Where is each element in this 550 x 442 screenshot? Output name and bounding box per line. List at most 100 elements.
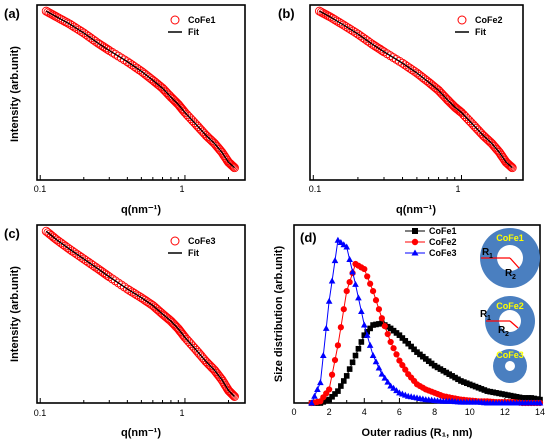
data-point <box>331 356 339 364</box>
data-point <box>127 287 137 297</box>
panel-c-marks <box>39 226 239 403</box>
data-point <box>522 395 529 401</box>
x-tick-label: 0 <box>291 407 296 417</box>
data-point <box>377 46 387 55</box>
data-point <box>398 58 407 68</box>
data-point <box>314 385 321 392</box>
data-point <box>360 321 368 328</box>
panel-d-legend: CoFe1 CoFe2 CoFe3 <box>405 226 457 258</box>
data-point <box>516 394 523 401</box>
data-point <box>355 345 362 352</box>
data-point <box>127 60 137 70</box>
data-point <box>502 391 508 398</box>
data-point <box>67 246 77 256</box>
data-point <box>402 338 409 344</box>
data-point <box>327 13 337 23</box>
legend-marker-cofe1-d <box>412 228 418 234</box>
data-point <box>399 362 406 369</box>
data-point <box>420 353 426 360</box>
data-point <box>346 366 353 372</box>
data-point <box>360 34 370 44</box>
data-point <box>534 396 540 402</box>
data-point <box>343 243 351 250</box>
panel-b-chart: (b) q(nm⁻¹) 0.1 1 CoFe2 Fit <box>278 4 524 216</box>
data-point <box>393 330 400 336</box>
data-point <box>74 251 84 261</box>
data-point <box>348 26 358 36</box>
data-point <box>531 395 537 402</box>
legend-label-cofe1: CoFe1 <box>188 15 216 25</box>
radius-r1-sub-2: 1 <box>487 315 491 322</box>
data-point <box>122 57 132 67</box>
data-point <box>346 255 353 262</box>
data-point <box>63 243 73 253</box>
panel-d-chart: (d) Size distribution (arb.unit) Outer r… <box>273 224 545 439</box>
data-point <box>390 384 397 391</box>
panel-c-chart: (c) Intensity (arb.unit) q(nm⁻¹) 0.1 1 C… <box>4 224 246 439</box>
data-point <box>337 239 345 246</box>
data-point <box>79 28 89 38</box>
panel-c-x-tick-0.1: 0.1 <box>34 408 47 418</box>
panel-a-legend: CoFe1 Fit <box>168 15 216 37</box>
data-point <box>337 324 344 331</box>
data-point <box>408 343 414 350</box>
shell-cofe1-label: CoFe1 <box>496 233 524 243</box>
x-tick-label: 10 <box>465 407 475 417</box>
panel-b-legend: CoFe2 Fit <box>455 15 503 37</box>
data-point <box>352 352 359 359</box>
data-point <box>528 395 535 401</box>
x-tick-label: 14 <box>535 407 545 417</box>
data-point <box>343 373 350 379</box>
data-point <box>367 325 373 332</box>
data-point <box>484 388 491 394</box>
data-point <box>346 25 356 34</box>
data-point <box>323 397 330 404</box>
data-point <box>478 386 485 392</box>
data-point <box>355 294 362 301</box>
legend-label-cofe3: CoFe3 <box>188 236 216 246</box>
data-point <box>364 273 371 280</box>
data-point <box>449 373 455 379</box>
data-point <box>132 63 142 73</box>
data-point <box>328 371 336 378</box>
legend-marker-cofe1 <box>170 15 180 25</box>
data-point <box>400 60 410 70</box>
radius-r2-label-2: R <box>498 325 506 336</box>
data-point <box>84 31 93 41</box>
panel-c-x-axis-label: q(nm⁻¹) <box>121 427 161 439</box>
x-tick-label: 2 <box>327 407 332 417</box>
data-point <box>481 387 488 393</box>
legend-label-fit-b: Fit <box>475 27 486 37</box>
data-point <box>216 146 226 156</box>
data-point <box>399 335 406 341</box>
data-point <box>519 395 526 401</box>
data-point <box>387 382 394 389</box>
shell-cofe1: CoFe1 R 1 R 2 <box>480 228 540 288</box>
data-point <box>453 105 463 115</box>
data-point <box>370 322 376 328</box>
data-point <box>369 352 377 359</box>
data-point <box>69 22 79 32</box>
data-point <box>326 396 332 403</box>
data-point <box>339 20 349 30</box>
data-point <box>504 392 511 398</box>
data-point <box>428 360 435 367</box>
data-point <box>358 32 368 42</box>
panel-b-marks <box>312 6 517 180</box>
shell-cofe3-core <box>505 361 515 371</box>
data-point <box>387 338 394 346</box>
data-point <box>69 248 79 257</box>
data-point <box>440 367 447 374</box>
data-point <box>384 378 392 385</box>
data-point <box>510 393 517 400</box>
data-point <box>129 62 139 71</box>
data-point <box>65 19 75 29</box>
radius-r1-sub: 1 <box>489 253 493 260</box>
data-point <box>363 331 371 338</box>
data-point <box>469 382 476 389</box>
data-point <box>525 395 532 401</box>
data-point <box>60 17 70 27</box>
data-point <box>475 384 482 391</box>
shell-cofe2: CoFe2 R 1 R 2 <box>480 296 535 346</box>
data-point <box>393 351 400 358</box>
